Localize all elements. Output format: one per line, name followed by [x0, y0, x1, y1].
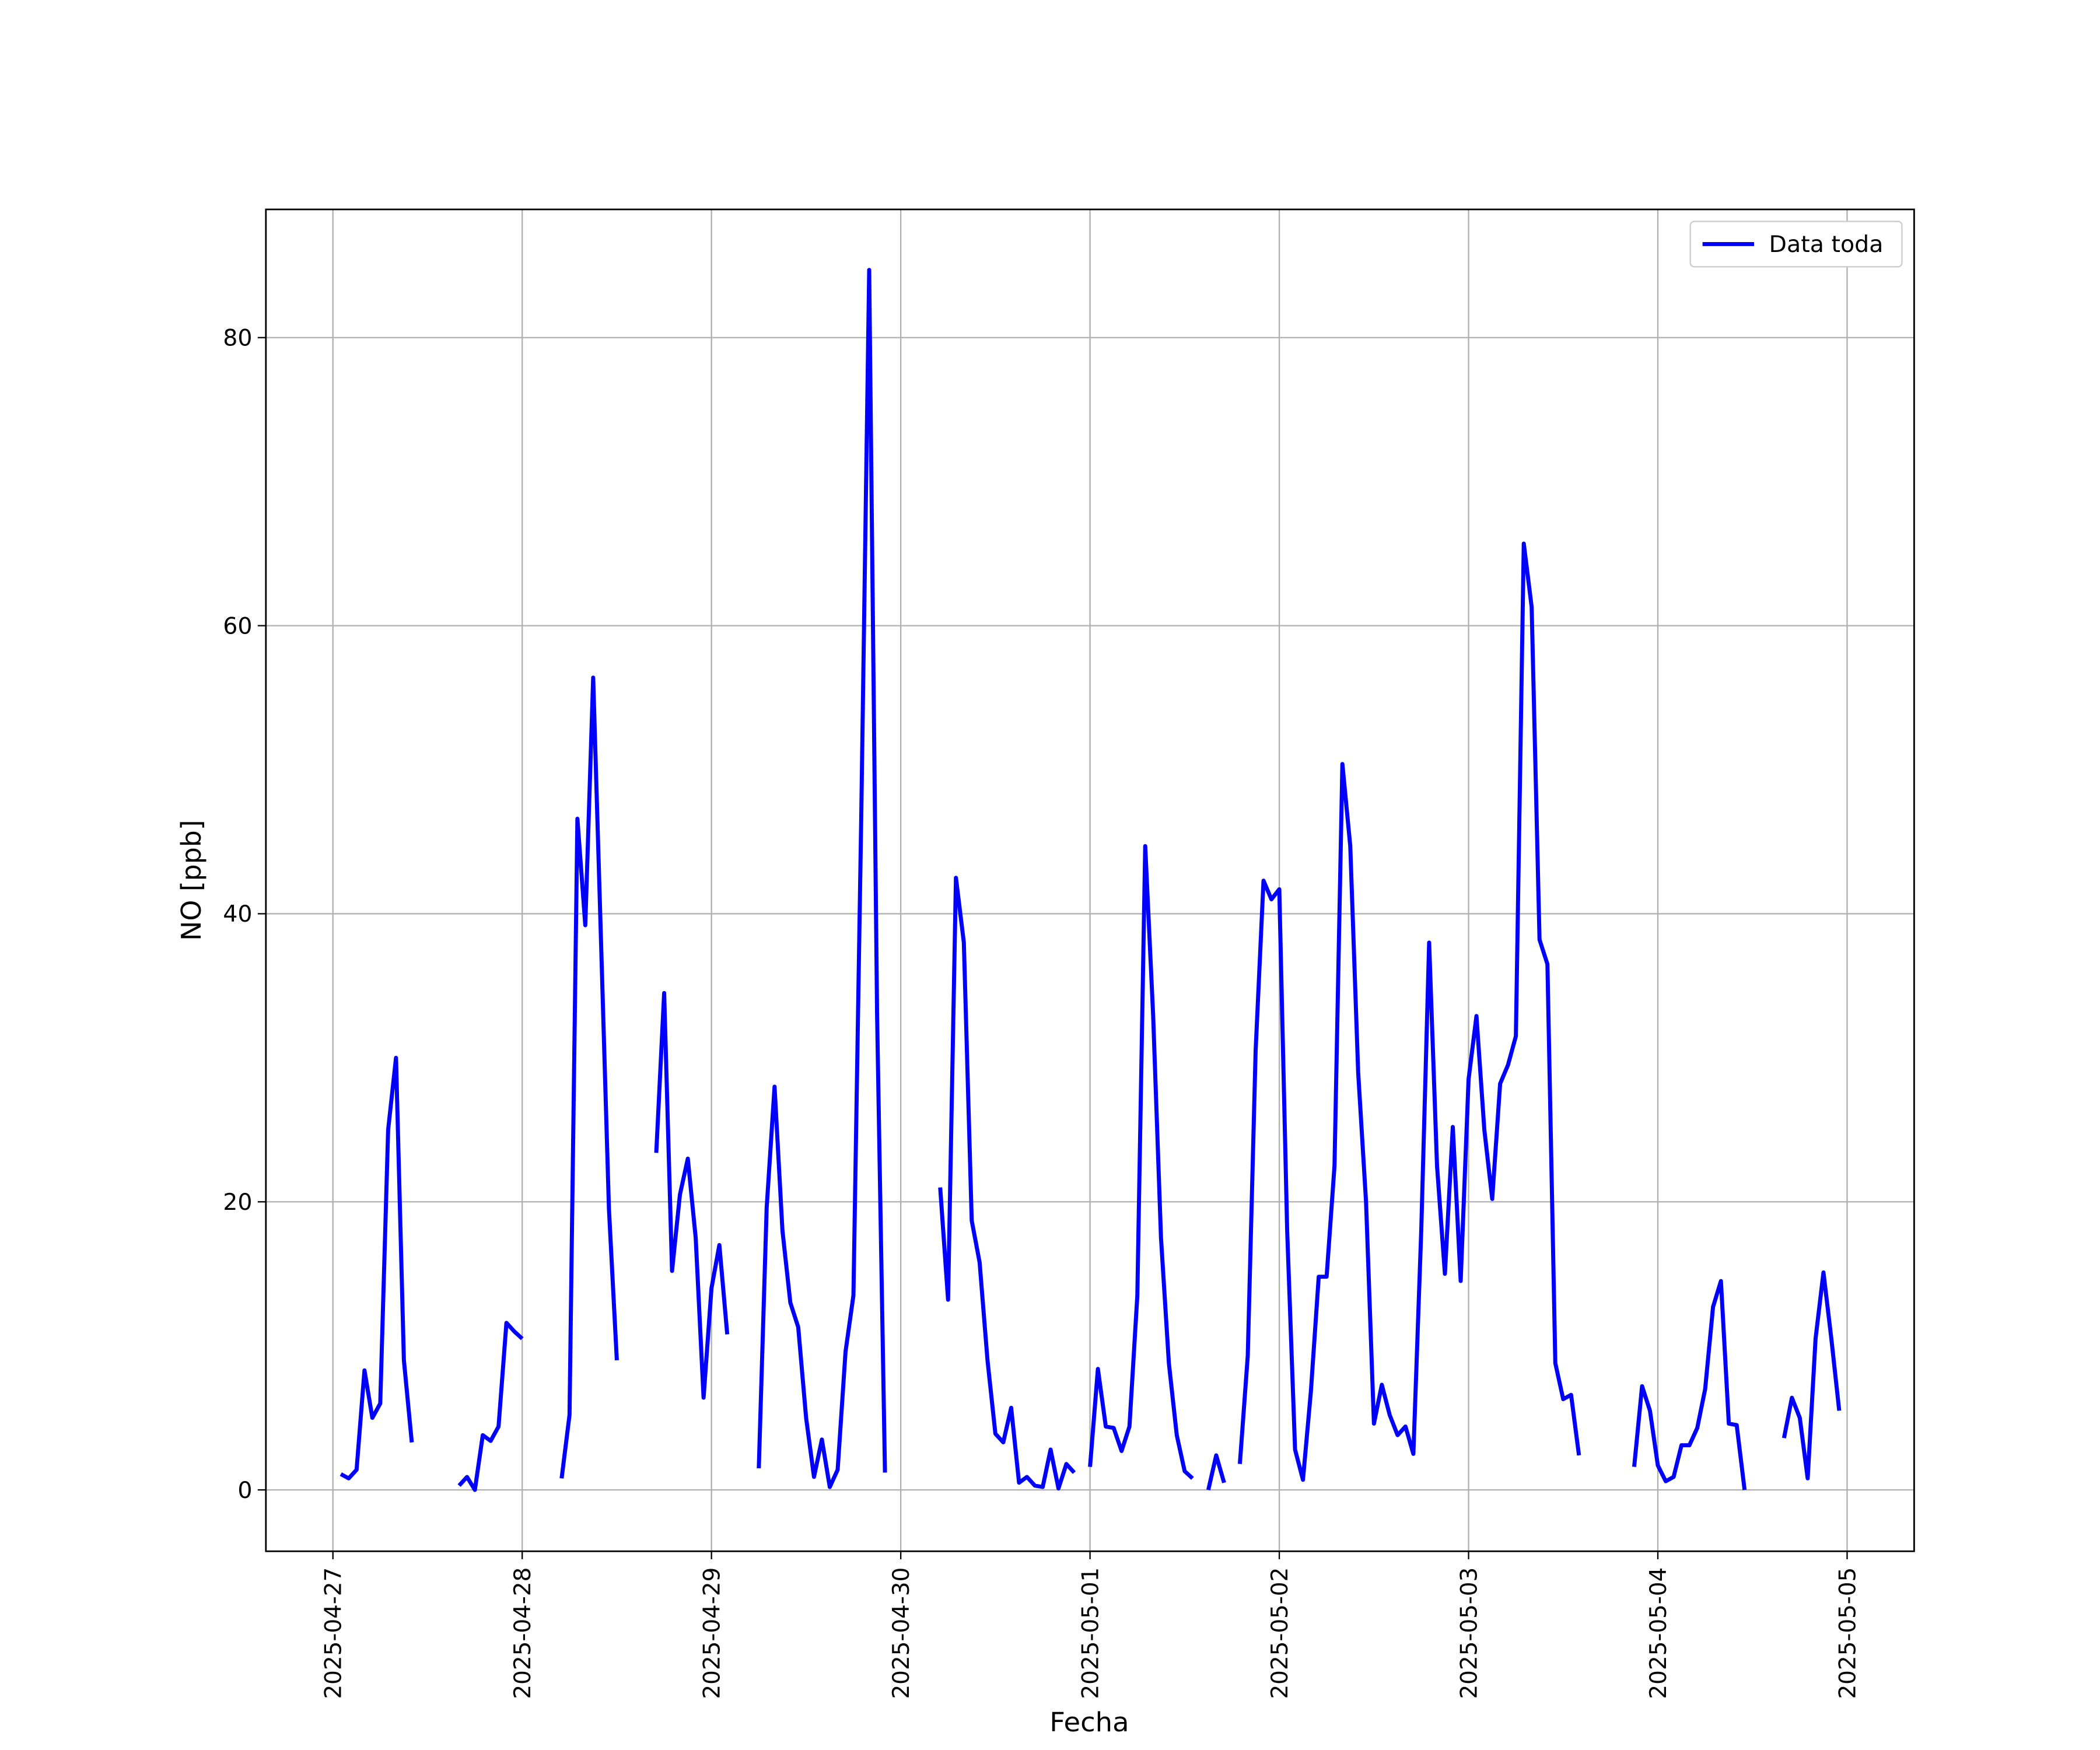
grid — [265, 209, 1915, 1552]
x-tick-label: 2025-04-29 — [699, 1567, 725, 1699]
x-tick-label: 2025-05-03 — [1456, 1567, 1482, 1699]
x-tick-label: 2025-04-27 — [320, 1567, 346, 1699]
y-axis-label: NO [ppb] — [176, 820, 207, 940]
x-tick-label: 2025-04-28 — [510, 1567, 536, 1699]
y-tick-label: 40 — [223, 901, 252, 928]
y-tick-label: 20 — [223, 1189, 252, 1216]
x-tick-label: 2025-05-05 — [1835, 1567, 1861, 1699]
x-tick-label: 2025-05-04 — [1646, 1567, 1672, 1699]
legend-box — [1689, 220, 1903, 268]
x-tick-label: 2025-05-02 — [1267, 1567, 1293, 1699]
data-line — [340, 268, 1842, 1492]
y-tick-label: 0 — [237, 1478, 252, 1504]
x-tick-label: 2025-04-30 — [888, 1567, 915, 1699]
legend-label: Data toda — [1769, 232, 1884, 258]
y-tick-label: 80 — [223, 326, 252, 352]
plot-area — [340, 268, 1842, 1492]
y-tick-label: 60 — [223, 614, 252, 640]
x-tick-label: 2025-05-01 — [1077, 1567, 1104, 1699]
x-axis-label: Fecha — [1049, 1706, 1129, 1738]
